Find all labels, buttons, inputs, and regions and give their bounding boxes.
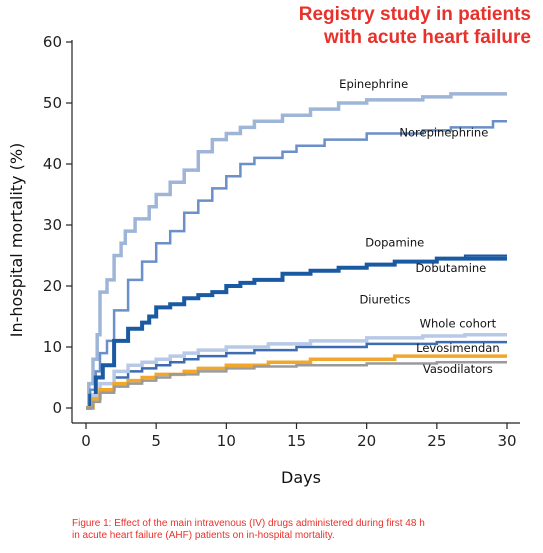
y-tick-label: 40	[43, 155, 62, 173]
x-tick-label: 20	[357, 432, 376, 450]
y-tick-label: 20	[43, 277, 62, 295]
plot-area: 0 10 20 30 40 50 60 0 5 10 15 20 25 30 Epinephrine No…	[43, 33, 520, 450]
y-tick-label: 0	[52, 399, 62, 417]
x-ticks: 0 5 10 15 20 25 30	[81, 423, 517, 450]
x-tick-label: 25	[427, 432, 446, 450]
label-vasodilators: Vasodilators	[423, 362, 493, 376]
series-lines	[86, 92, 507, 410]
label-norepinephrine: Norepinephrine	[399, 126, 488, 140]
y-tick-label: 10	[43, 338, 62, 356]
x-tick-label: 0	[81, 432, 91, 450]
series-line-dopamine	[86, 256, 507, 410]
label-levosimendan: Levosimendan	[416, 341, 500, 355]
caption-line-1: Figure 1: Effect of the main intravenous…	[72, 518, 425, 529]
label-whole-cohort: Whole cohort	[420, 316, 497, 330]
series-line-vasodilators	[86, 361, 507, 410]
y-tick-label: 50	[43, 94, 62, 112]
series-line-norepinephrine	[86, 120, 507, 410]
label-dopamine: Dopamine	[365, 235, 424, 249]
label-epinephrine: Epinephrine	[339, 77, 408, 91]
x-axis-label: Days	[281, 468, 321, 487]
label-diuretics: Diuretics	[359, 293, 410, 307]
label-dobutamine: Dobutamine	[415, 261, 486, 275]
x-tick-label: 15	[287, 432, 306, 450]
series-line-whole-cohort	[86, 333, 507, 410]
series-line-levosimendan	[86, 354, 507, 410]
x-tick-label: 5	[151, 432, 161, 450]
series-labels: Epinephrine Norepinephrine Dopamine Dobutam…	[339, 77, 499, 376]
chart-title-line-1: Registry study in patients	[299, 4, 531, 25]
y-tick-label: 30	[43, 216, 62, 234]
x-tick-label: 10	[217, 432, 236, 450]
series-line-epinephrine	[86, 92, 507, 410]
series-line-dobutamine	[86, 254, 507, 409]
figure-caption: Figure 1: Effect of the main intravenous…	[72, 518, 532, 542]
y-tick-label: 60	[43, 33, 62, 51]
chart-title-line-2: with acute heart failure	[323, 27, 531, 48]
caption-line-2: in acute heart failure (AHF) patients on…	[72, 530, 335, 541]
y-axis-label: In-hospital mortality (%)	[7, 143, 26, 338]
y-ticks: 0 10 20 30 40 50 60	[43, 33, 72, 417]
x-tick-label: 30	[497, 432, 516, 450]
